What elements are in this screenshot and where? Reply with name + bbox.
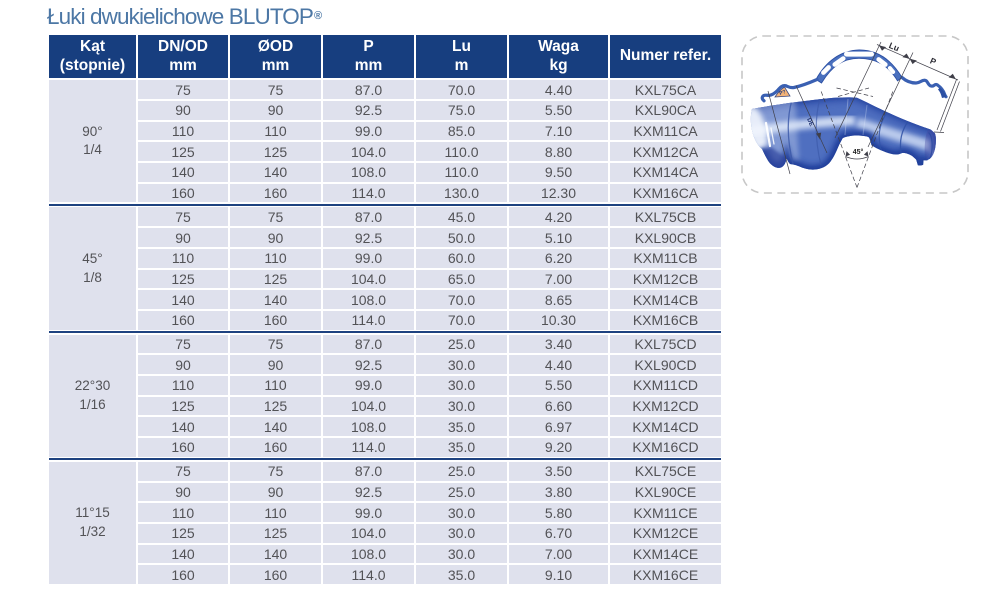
svg-text:45°: 45° [853, 148, 864, 156]
svg-text:P?: P? [779, 89, 787, 97]
svg-text:DE: DE [805, 117, 814, 127]
svg-text:P: P [929, 56, 938, 68]
svg-text:Lu: Lu [887, 40, 900, 53]
